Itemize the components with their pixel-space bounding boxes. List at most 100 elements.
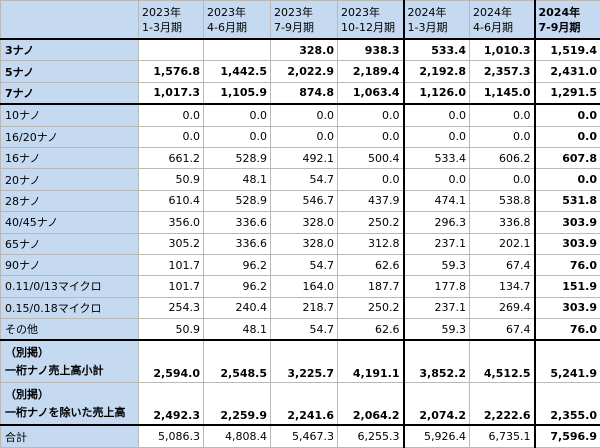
cell-text: 2,222.6 (484, 409, 531, 422)
value-cell: 48.1 (204, 319, 271, 341)
value-cell: 54.7 (271, 169, 338, 190)
value-cell: 50.9 (139, 319, 204, 341)
value-cell: 54.7 (271, 319, 338, 341)
value-cell: 528.9 (204, 147, 271, 168)
cell-text: 59.3 (442, 259, 467, 272)
value-cell: 1,576.8 (139, 61, 204, 82)
cell-text: その他 (5, 323, 38, 336)
value-cell: 2,222.6 (470, 383, 535, 426)
cell-text: 54.7 (310, 323, 335, 336)
value-cell: 533.4 (404, 39, 470, 61)
value-cell: 296.3 (404, 212, 470, 233)
value-cell: 1,063.4 (338, 82, 404, 104)
value-cell: 5,086.3 (139, 425, 204, 447)
column-header: 2024年 1-3月期 (404, 1, 470, 40)
value-cell: 67.4 (470, 319, 535, 341)
cell-text: 1-3月期 (142, 21, 182, 34)
cell-text: 528.9 (236, 194, 268, 207)
value-cell: 5,241.9 (535, 340, 600, 383)
value-cell: 1,519.4 (535, 39, 600, 61)
cell-text: 328.0 (303, 237, 335, 250)
value-cell: 0.0 (271, 104, 338, 126)
cell-text: 65ナノ (5, 238, 40, 251)
value-cell: 610.4 (139, 190, 204, 211)
row-label: 合計 (1, 425, 139, 447)
value-cell: 500.4 (338, 147, 404, 168)
cell-text: 2,074.2 (419, 409, 466, 422)
value-cell: 3,852.2 (404, 340, 470, 383)
cell-text: 538.8 (499, 194, 531, 207)
cell-text: 0.0 (513, 130, 531, 143)
value-cell: 0.0 (470, 169, 535, 190)
value-cell: 356.0 (139, 212, 204, 233)
cell-text: 303.9 (562, 301, 597, 314)
cell-text: 0.0 (382, 173, 400, 186)
row-label: 0.11/0/13マイクロ (1, 276, 139, 297)
value-cell: 96.2 (204, 254, 271, 275)
cell-text: 1-3月期 (408, 21, 448, 34)
value-cell: 101.7 (139, 276, 204, 297)
cell-text: 0.0 (382, 130, 400, 143)
cell-text: 7-9月期 (539, 21, 581, 34)
value-cell: 2,259.9 (204, 383, 271, 426)
value-cell: 0.0 (404, 104, 470, 126)
cell-text: 67.4 (506, 259, 531, 272)
value-cell: 607.8 (535, 147, 600, 168)
cell-text: 305.2 (169, 237, 201, 250)
cell-text: 76.0 (570, 323, 597, 336)
cell-text: 10-12月期 (341, 21, 395, 34)
cell-text: 1,017.3 (153, 86, 200, 99)
value-cell: 177.8 (404, 276, 470, 297)
row-label: 40/45ナノ (1, 212, 139, 233)
cell-text: 610.4 (169, 194, 201, 207)
value-cell: 0.0 (535, 169, 600, 190)
value-cell: 1,145.0 (470, 82, 535, 104)
cell-text: 2,064.2 (353, 409, 400, 422)
row-label: 16ナノ (1, 147, 139, 168)
value-cell: 0.0 (404, 126, 470, 147)
cell-text: 20ナノ (5, 174, 40, 187)
value-cell: 1,010.3 (470, 39, 535, 61)
value-cell: 2,431.0 (535, 61, 600, 82)
cell-text: 2,594.0 (153, 367, 200, 380)
value-cell: 6,255.3 (338, 425, 404, 447)
value-cell: 254.3 (139, 297, 204, 318)
cell-text: 240.4 (236, 301, 268, 314)
cell-text: 合計 (5, 431, 27, 444)
cell-text: （別掲） (5, 346, 49, 359)
cell-text: 101.7 (169, 259, 201, 272)
value-cell: 0.0 (470, 104, 535, 126)
value-cell: 546.7 (271, 190, 338, 211)
value-cell: 50.9 (139, 169, 204, 190)
row-label: 65ナノ (1, 233, 139, 254)
cell-text: 2,431.0 (550, 65, 597, 78)
cell-text: 0.0 (578, 109, 598, 122)
value-cell: 218.7 (271, 297, 338, 318)
cell-text: 2,192.8 (419, 65, 466, 78)
cell-text: 2024年 (473, 6, 512, 19)
row-label: 16/20ナノ (1, 126, 139, 147)
value-cell: 151.9 (535, 276, 600, 297)
cell-text: 528.9 (236, 152, 268, 165)
value-cell: 328.0 (271, 39, 338, 61)
cell-text: 607.8 (562, 152, 597, 165)
value-cell: 1,126.0 (404, 82, 470, 104)
cell-text: 0.0 (183, 130, 201, 143)
value-cell: 2,241.6 (271, 383, 338, 426)
cell-text: 0.0 (382, 109, 400, 122)
value-cell: 538.8 (470, 190, 535, 211)
value-cell: 76.0 (535, 319, 600, 341)
cell-text: 50.9 (176, 173, 201, 186)
value-cell: 62.6 (338, 319, 404, 341)
cell-text: 2024年 (408, 6, 447, 19)
cell-text: 474.1 (435, 194, 467, 207)
value-cell: 492.1 (271, 147, 338, 168)
cell-text: 492.1 (303, 152, 335, 165)
value-cell: 0.0 (535, 126, 600, 147)
value-cell: 2,074.2 (404, 383, 470, 426)
